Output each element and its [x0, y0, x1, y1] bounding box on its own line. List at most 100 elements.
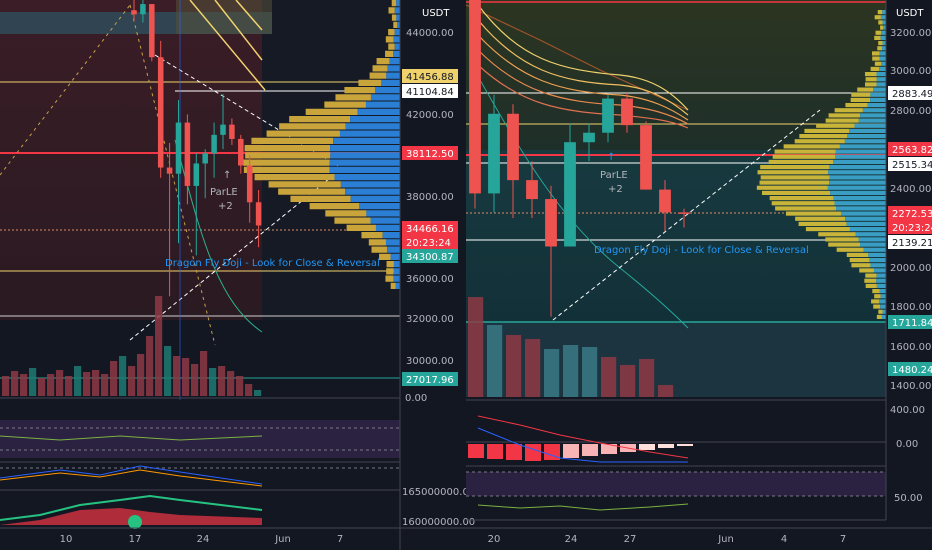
left-vp-row-b — [393, 268, 400, 275]
left-volume-bar — [65, 376, 73, 396]
left-volume-bar — [92, 370, 100, 396]
right-vp-row-a — [795, 216, 846, 221]
right-currency: USDT — [896, 8, 924, 19]
left-volume-bar — [128, 366, 136, 396]
left-vp-row-b — [350, 116, 400, 123]
right-vp-row-a — [785, 211, 841, 216]
right-axis-label: 2000.00 — [890, 263, 931, 274]
left-price-axis[interactable]: USDT 44000.0042000.0040000.0038000.00360… — [399, 0, 475, 550]
left-vp-row-a — [391, 14, 397, 21]
right-macd-signal — [477, 415, 689, 459]
right-vp-row-b — [844, 139, 886, 144]
right-indicator-panes[interactable] — [466, 399, 886, 521]
right-candles — [469, 0, 690, 317]
right-chart-panel[interactable]: ↑ ParLE +2 Dragon Fly Doji - Look for Cl… — [465, 0, 886, 397]
left-vp-row-a — [369, 72, 387, 79]
right-vp-row-a — [864, 72, 877, 77]
right-vp-row-b — [876, 77, 886, 82]
left-badge: 41104.84 — [406, 87, 454, 98]
right-vp-row-b — [846, 134, 886, 139]
left-vp-row-a — [388, 7, 395, 14]
right-axis-label: 2800.00 — [890, 106, 931, 117]
right-macd-bar — [563, 444, 579, 458]
left-vp-row-a — [388, 29, 395, 36]
right-macd-bar — [487, 444, 503, 459]
right-macd-label-2: 0.00 — [896, 439, 918, 450]
right-vp-row-b — [849, 227, 886, 232]
left-candle — [140, 4, 146, 15]
left-vp-row-b — [381, 79, 400, 86]
right-vp-row-b — [880, 35, 886, 40]
right-ribbon-2 — [477, 19, 689, 116]
left-volume-bar — [137, 354, 145, 396]
right-x-axis: 20 24 27 Jun 4 7 — [488, 534, 847, 545]
left-indicator-panes[interactable] — [0, 397, 400, 529]
left-candle — [184, 122, 191, 186]
left-vp-row-b — [339, 130, 400, 137]
left-vp-row-b — [393, 261, 400, 268]
right-vp-row-a — [760, 175, 830, 180]
left-currency: USDT — [422, 8, 450, 19]
right-vp-row-b — [839, 144, 886, 149]
right-vp-row-a — [874, 15, 881, 20]
right-vp-row-b — [836, 206, 886, 211]
left-axis-label: 38000.00 — [406, 192, 454, 203]
left-vp-row-a — [385, 275, 394, 282]
right-upper-zone — [466, 0, 886, 150]
left-vp-row-b — [329, 166, 400, 173]
left-obv-marker — [128, 515, 142, 529]
left-strategy-label: ParLE — [210, 187, 238, 198]
left-vp-row-b — [393, 275, 400, 282]
left-vp-row-b — [394, 43, 400, 50]
left-volume-bar — [146, 336, 154, 396]
left-volume-bar — [182, 358, 190, 396]
right-vp-row-b — [880, 61, 886, 66]
left-vp-row-b — [396, 0, 400, 7]
left-volume-bar — [236, 376, 244, 396]
right-axis-label: 3200.00 — [890, 28, 931, 39]
right-vp-row-a — [851, 263, 871, 268]
left-vp-row-a — [391, 0, 397, 7]
right-badge: 20:23:24 — [892, 223, 932, 234]
right-vp-row-a — [834, 108, 863, 113]
right-vp-row-a — [857, 87, 874, 92]
right-vp-row-b — [879, 66, 886, 71]
left-ribbon-3 — [235, 0, 263, 31]
right-vp-row-b — [827, 185, 886, 190]
left-vp-row-b — [374, 87, 400, 94]
left-x-tick: 7 — [337, 534, 343, 545]
left-volume-bars — [2, 296, 262, 396]
left-volume-bar — [218, 366, 226, 396]
left-vp-row-a — [324, 101, 366, 108]
left-volume-bar — [254, 390, 262, 396]
left-axis-label: 42000.00 — [406, 110, 454, 121]
right-vp-row-a — [874, 35, 881, 40]
left-x-tick: 17 — [129, 534, 142, 545]
left-vp-row-a — [385, 36, 394, 43]
right-vp-row-b — [830, 190, 886, 195]
right-vp-row-a — [849, 258, 870, 263]
left-chart-panel[interactable]: ↑ ParLE +2 Dragon Fly Doji - Look for Cl… — [0, 0, 400, 400]
right-vp-row-b — [881, 314, 886, 319]
right-annotation: Dragon Fly Doji - Look for Close & Rever… — [594, 245, 809, 256]
right-volume-bar — [620, 365, 636, 397]
right-vp-row-b — [867, 103, 886, 108]
right-badge-bg — [888, 206, 932, 220]
right-candle — [507, 113, 519, 181]
right-vp-row-a — [760, 165, 830, 170]
left-vp-row-b — [394, 29, 400, 36]
right-price-axis[interactable]: USDT 3200.003000.002800.002400.002200.00… — [885, 0, 932, 550]
x-axes[interactable]: 10 17 24 Jun 7 20 24 27 Jun 4 7 — [0, 527, 932, 545]
right-vp-row-a — [828, 242, 860, 247]
right-vp-row-b — [870, 263, 886, 268]
right-axis-label: 1600.00 — [890, 342, 931, 353]
left-vp-row-a — [371, 246, 388, 253]
left-badge-bg — [402, 372, 458, 386]
left-candle — [193, 163, 200, 186]
left-volume-bar — [164, 346, 172, 396]
left-volume-bar — [200, 351, 208, 396]
left-candle — [175, 122, 182, 174]
right-macd-bar — [525, 444, 541, 461]
